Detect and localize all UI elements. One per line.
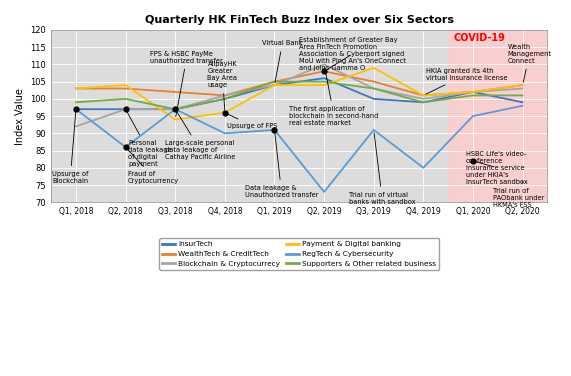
Text: The first application of
blockchain in second-hand
real estate market: The first application of blockchain in s… (289, 67, 379, 126)
Text: Upsurge of FPS: Upsurge of FPS (227, 114, 278, 129)
Text: Trial run of
PAObank under
HKMA's FSS: Trial run of PAObank under HKMA's FSS (493, 182, 544, 208)
Text: AlipayHK
Greater
Bay Area
usage: AlipayHK Greater Bay Area usage (207, 61, 238, 110)
Text: Fraud of
Cryptocurrency: Fraud of Cryptocurrency (127, 149, 179, 184)
Title: Quarterly HK FinTech Buzz Index over Six Sectors: Quarterly HK FinTech Buzz Index over Six… (145, 15, 454, 25)
Legend: InsurTech, WealthTech & CreditTech, Blockchain & Cryptocurrecy, Payment & Digita: InsurTech, WealthTech & CreditTech, Bloc… (159, 238, 439, 270)
Text: Trial run of virtual
banks with sandbox: Trial run of virtual banks with sandbox (349, 133, 416, 205)
Text: HKIA granted its 4th
virtual insurance license: HKIA granted its 4th virtual insurance l… (426, 68, 507, 94)
Text: FPS & HSBC PayMe
unauthorized transfer: FPS & HSBC PayMe unauthorized transfer (150, 51, 223, 117)
Bar (448, 30, 548, 202)
Text: Virtual Bank: Virtual Bank (262, 40, 303, 82)
Y-axis label: Index Value: Index Value (15, 88, 25, 144)
Text: COVID-19: COVID-19 (453, 33, 505, 43)
Text: Personal
data leakage
of digital
payment: Personal data leakage of digital payment (127, 112, 172, 167)
Text: Establishment of Greater Bay
Area FinTech Promotion
Association & Cyberport sign: Establishment of Greater Bay Area FinTec… (299, 37, 406, 71)
Text: Upsurge of
Blockchain: Upsurge of Blockchain (52, 112, 89, 184)
Text: Data leakage &
Unauthorized transfer: Data leakage & Unauthorized transfer (245, 133, 318, 198)
Text: Large-scale personal
data leakage of
Cathay Pacific Airline: Large-scale personal data leakage of Cat… (165, 112, 236, 160)
Text: Wealth
Management
Connect: Wealth Management Connect (508, 44, 552, 82)
Text: HSBC Life's video-
conference
insurance service
under HKIA's
InsurTech sandbox: HSBC Life's video- conference insurance … (465, 150, 527, 185)
